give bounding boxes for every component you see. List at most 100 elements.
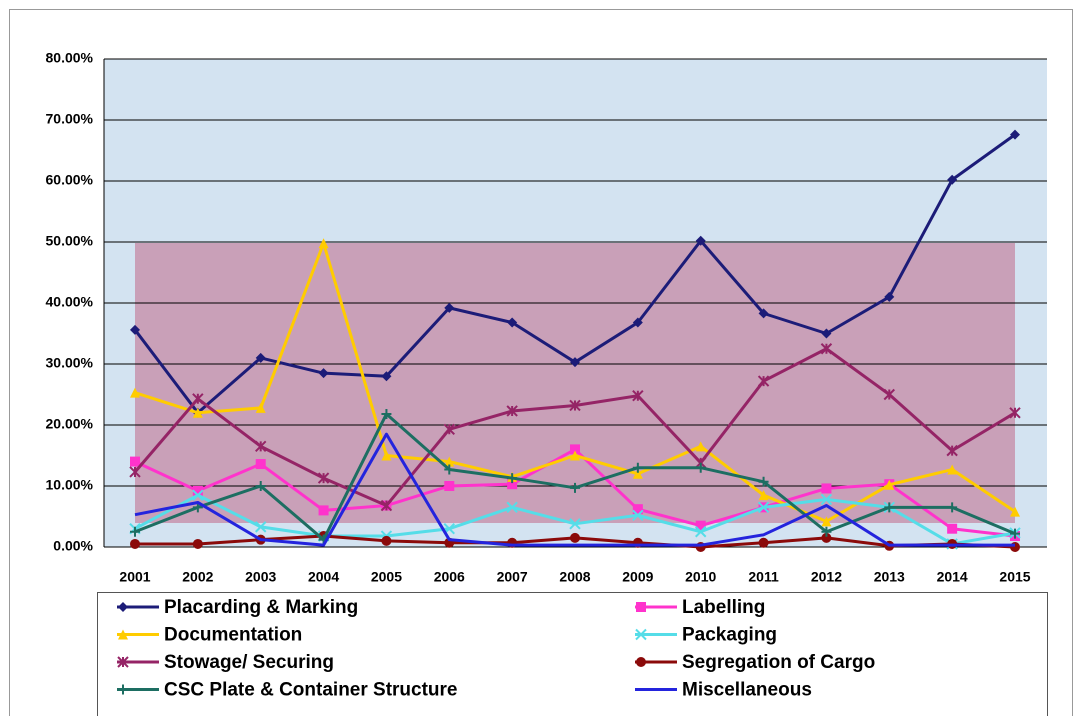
x-tick-label: 2003 <box>245 569 276 585</box>
marker <box>444 481 455 491</box>
marker <box>507 317 518 328</box>
legend-marker <box>636 602 646 612</box>
marker <box>255 402 266 413</box>
legend-label: Miscellaneous <box>682 680 812 701</box>
marker <box>632 509 644 521</box>
marker <box>192 393 204 405</box>
x-tick-label: 2009 <box>622 569 653 585</box>
marker <box>255 440 267 453</box>
marker <box>821 532 832 543</box>
marker <box>130 456 140 467</box>
y-tick-label: 0.00% <box>53 538 93 554</box>
y-tick-label: 40.00% <box>46 294 94 310</box>
marker <box>947 502 958 513</box>
marker <box>757 501 770 514</box>
marker <box>570 532 580 543</box>
legend-marker <box>118 684 128 695</box>
marker <box>884 291 895 302</box>
marker <box>947 174 958 185</box>
marker <box>192 489 204 501</box>
y-tick-label: 70.00% <box>46 111 94 127</box>
marker <box>1010 542 1020 552</box>
marker <box>1009 407 1021 419</box>
marker <box>695 520 706 531</box>
marker <box>569 518 581 530</box>
marker <box>255 481 266 491</box>
marker <box>758 476 769 487</box>
x-tick-label: 2006 <box>434 569 465 585</box>
marker <box>444 464 455 475</box>
marker <box>130 526 140 537</box>
x-tick-label: 2014 <box>937 569 968 585</box>
y-tick-label: 60.00% <box>46 172 94 188</box>
marker <box>947 464 958 475</box>
frame <box>9 9 1073 716</box>
marker <box>381 535 392 546</box>
x-tick-label: 2012 <box>811 569 842 585</box>
marker <box>192 407 203 418</box>
marker <box>318 505 329 516</box>
marker <box>946 444 958 457</box>
marker <box>632 468 643 479</box>
legend-label: Packaging <box>682 625 777 646</box>
y-tick-label: 30.00% <box>46 355 94 371</box>
marker <box>570 482 580 493</box>
legend-marker <box>118 629 128 640</box>
series-line <box>134 432 1015 547</box>
marker <box>820 493 833 506</box>
marker <box>192 538 203 549</box>
marker <box>443 423 455 435</box>
legend-marker <box>636 657 646 667</box>
x-tick-label: 2002 <box>182 569 213 585</box>
marker <box>758 308 769 319</box>
x-tick-label: 2004 <box>308 569 339 585</box>
marker <box>883 388 895 401</box>
marker <box>820 343 833 355</box>
marker <box>507 473 518 484</box>
marker <box>758 537 769 548</box>
y-tick-label: 80.00% <box>46 50 94 66</box>
marker <box>632 462 643 473</box>
marker <box>821 526 832 537</box>
marker <box>695 462 706 473</box>
x-tick-label: 2005 <box>371 569 402 585</box>
marker <box>570 450 580 461</box>
marker <box>1010 129 1020 140</box>
legend-label: Labelling <box>682 597 765 618</box>
marker <box>695 235 706 246</box>
x-tick-label: 2007 <box>497 569 528 585</box>
marker <box>821 483 832 494</box>
y-tick-label: 10.00% <box>46 477 94 493</box>
band <box>135 243 1015 523</box>
marker <box>317 472 330 484</box>
marker <box>444 456 455 467</box>
legend-marker <box>118 602 128 612</box>
lines <box>129 129 1021 552</box>
x-tick-label: 2011 <box>748 569 779 585</box>
marker <box>192 485 203 496</box>
marker <box>381 371 392 382</box>
marker <box>570 357 580 368</box>
marker <box>821 516 832 527</box>
marker <box>255 459 266 470</box>
y-tick-label: 50.00% <box>46 233 94 249</box>
marker <box>1010 506 1020 517</box>
marker <box>130 538 140 549</box>
marker <box>632 317 643 328</box>
marker <box>130 324 140 335</box>
legend <box>97 592 1048 716</box>
marker <box>506 405 518 417</box>
marker <box>381 450 392 461</box>
legend-label: Segregation of Cargo <box>682 652 875 673</box>
marker <box>507 479 518 490</box>
marker <box>506 501 518 514</box>
marker <box>129 466 141 478</box>
marker <box>695 441 706 452</box>
marker <box>884 502 895 513</box>
marker <box>695 526 707 538</box>
marker <box>380 499 393 512</box>
legend-marker <box>117 656 129 668</box>
marker <box>318 238 329 249</box>
marker <box>632 504 643 515</box>
marker <box>1010 528 1020 539</box>
